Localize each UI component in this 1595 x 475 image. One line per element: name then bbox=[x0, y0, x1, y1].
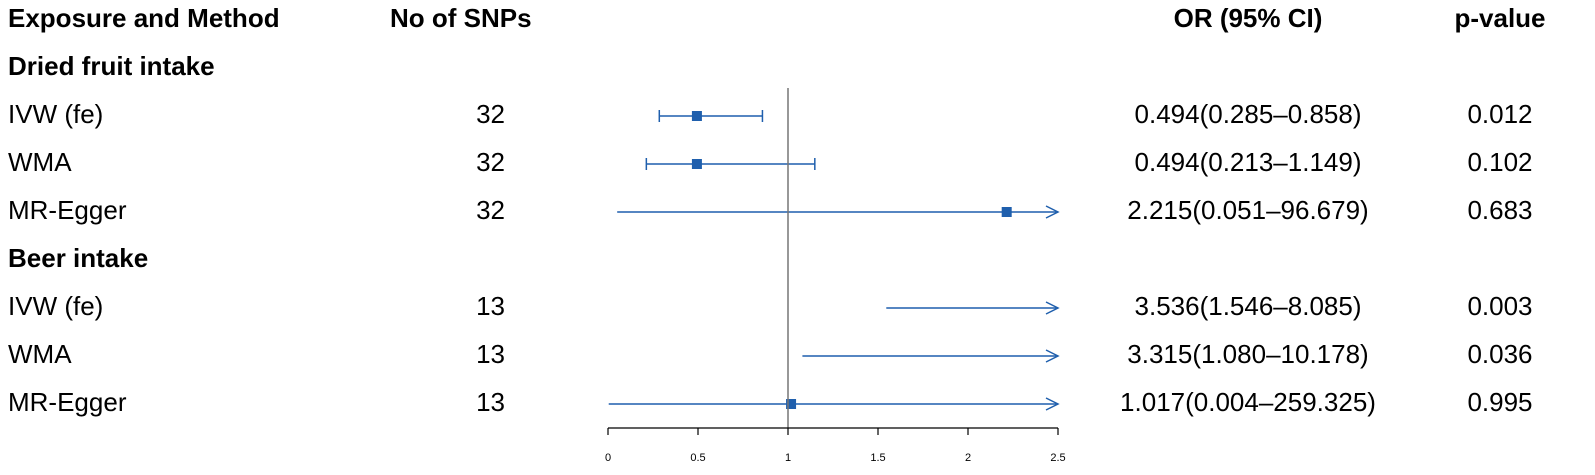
snp-count: 13 bbox=[476, 387, 505, 417]
ci-arrow bbox=[1045, 205, 1060, 219]
method-label: MR-Egger bbox=[8, 387, 127, 417]
snp-count: 32 bbox=[476, 195, 505, 225]
x-tick-label: 2 bbox=[965, 452, 971, 464]
method-label: WMA bbox=[8, 339, 72, 369]
column-header: OR (95% CI) bbox=[1174, 3, 1323, 33]
method-label: IVW (fe) bbox=[8, 99, 103, 129]
p-value: 0.683 bbox=[1467, 195, 1532, 225]
or-ci-label: 3.315(1.080–10.178) bbox=[1127, 339, 1368, 369]
ci-arrow bbox=[1045, 397, 1060, 411]
x-tick-label: 0 bbox=[605, 452, 611, 464]
snp-count: 13 bbox=[476, 291, 505, 321]
point-estimate bbox=[691, 111, 702, 121]
group-label: Beer intake bbox=[8, 243, 148, 273]
or-ci-label: 2.215(0.051–96.679) bbox=[1127, 195, 1368, 225]
or-ci-label: 0.494(0.213–1.149) bbox=[1135, 147, 1362, 177]
or-ci-label: 3.536(1.546–8.085) bbox=[1135, 291, 1362, 321]
snp-count: 13 bbox=[476, 339, 505, 369]
method-label: WMA bbox=[8, 147, 72, 177]
method-label: MR-Egger bbox=[8, 195, 127, 225]
ci-arrow bbox=[1045, 301, 1060, 315]
p-value: 0.995 bbox=[1467, 387, 1532, 417]
point-estimate bbox=[786, 399, 797, 409]
p-value: 0.012 bbox=[1467, 99, 1532, 129]
column-header: Exposure and Method bbox=[8, 3, 280, 33]
method-label: IVW (fe) bbox=[8, 291, 103, 321]
column-header: p-value bbox=[1454, 3, 1545, 33]
p-value: 0.036 bbox=[1467, 339, 1532, 369]
ci-arrow bbox=[1045, 349, 1060, 363]
x-tick-label: 2.5 bbox=[1050, 452, 1065, 464]
p-value: 0.003 bbox=[1467, 291, 1532, 321]
p-value: 0.102 bbox=[1467, 147, 1532, 177]
snp-count: 32 bbox=[476, 147, 505, 177]
column-header: No of SNPs bbox=[390, 3, 532, 33]
x-tick-label: 0.5 bbox=[690, 452, 705, 464]
snp-count: 32 bbox=[476, 99, 505, 129]
x-tick-label: 1 bbox=[785, 452, 791, 464]
x-tick-label: 1.5 bbox=[870, 452, 885, 464]
group-label: Dried fruit intake bbox=[8, 51, 215, 81]
point-estimate bbox=[1001, 207, 1012, 217]
point-estimate bbox=[691, 159, 702, 169]
or-ci-label: 1.017(0.004–259.325) bbox=[1120, 387, 1376, 417]
or-ci-label: 0.494(0.285–0.858) bbox=[1135, 99, 1362, 129]
